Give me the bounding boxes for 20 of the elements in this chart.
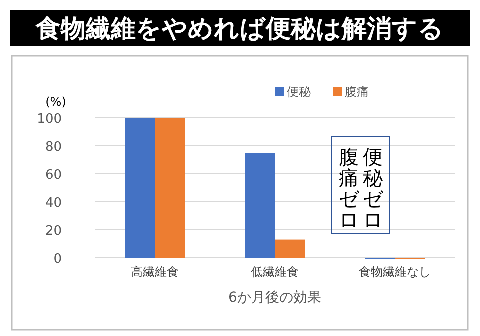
annotation: 腹痛ゼロ: [339, 145, 360, 232]
bar: [275, 240, 305, 258]
x-axis-title: 6か月後の効果: [228, 290, 322, 306]
bar: [155, 118, 185, 258]
y-tick-label: 100: [37, 112, 62, 127]
y-tick-label: 20: [45, 224, 62, 239]
legend-label: 便秘: [287, 85, 311, 99]
bar: [125, 118, 155, 258]
legend-label: 腹痛: [345, 85, 369, 99]
annotation: 便秘ゼロ: [363, 145, 384, 232]
y-tick-label: 0: [54, 252, 62, 267]
y-axis-title: (%): [46, 95, 66, 109]
y-tick-label: 60: [45, 168, 62, 183]
x-tick-label: 高繊維食: [131, 265, 179, 279]
y-tick-label: 40: [45, 196, 62, 211]
chart-title: 食物繊維をやめれば便秘は解消する: [35, 14, 444, 43]
x-tick-label: 食物繊維なし: [359, 265, 431, 279]
y-tick-label: 80: [45, 140, 62, 155]
x-tick-label: 低繊維食: [251, 265, 299, 279]
bar: [245, 153, 275, 258]
